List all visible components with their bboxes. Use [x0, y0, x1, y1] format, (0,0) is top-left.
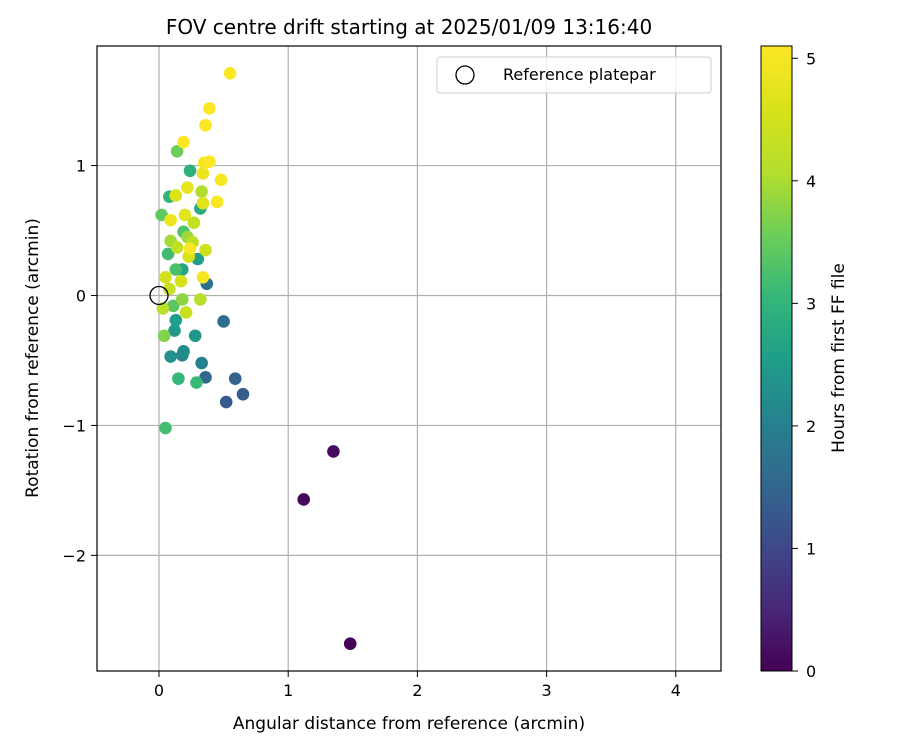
scatter-point — [183, 164, 197, 178]
scatter-point — [210, 195, 224, 209]
scatter-point — [195, 356, 208, 370]
scatter-point — [236, 387, 250, 401]
scatter-point — [179, 306, 193, 319]
x-tick-label: 2 — [412, 681, 422, 700]
x-tick-label: 3 — [541, 681, 551, 700]
scatter-point — [161, 247, 175, 261]
scatter-point — [343, 637, 357, 651]
scatter-point — [177, 135, 190, 149]
x-tick-label: 0 — [154, 681, 164, 700]
y-axis-label: Rotation from reference (arcmin) — [23, 218, 43, 498]
scatter-point — [169, 263, 183, 276]
scatter-point — [219, 395, 233, 409]
colorbar-tick-label: 4 — [806, 172, 816, 191]
scatter-point — [203, 155, 216, 168]
scatter-point — [159, 421, 172, 435]
legend-open-circle-icon — [455, 65, 475, 85]
scatter-point — [169, 189, 183, 202]
x-axis-ticks: 0 1 2 3 4 — [154, 671, 681, 700]
x-tick-label: 1 — [283, 681, 293, 700]
scatter-point — [187, 216, 201, 230]
scatter-point — [169, 313, 183, 327]
scatter-point — [164, 213, 177, 227]
y-tick-label: 0 — [76, 286, 86, 305]
scatter-point — [156, 302, 170, 315]
reference-layer — [149, 285, 169, 306]
plot-frame — [96, 45, 722, 672]
scatter-point — [217, 315, 230, 328]
chart-title: FOV centre drift starting at 2025/01/09 … — [166, 15, 652, 39]
scatter-point — [199, 243, 212, 257]
scatter-point — [214, 173, 228, 187]
scatter-point — [172, 372, 185, 385]
legend-box — [436, 56, 712, 94]
scatter-point — [223, 66, 237, 80]
scatter-point — [166, 299, 180, 313]
scatter-point — [170, 144, 184, 158]
scatter-point — [164, 350, 177, 363]
colorbar-tick-label: 0 — [806, 662, 816, 681]
scatter-point — [175, 293, 189, 306]
legend-label: Reference platepar — [503, 65, 656, 84]
legend: Reference platepar — [436, 56, 712, 94]
scatter-point — [174, 274, 188, 288]
y-axis-ticks: −2 −1 0 1 — [62, 157, 97, 565]
colorbar-tick-label: 3 — [806, 294, 816, 313]
scatter-point — [228, 372, 242, 385]
scatter-point — [297, 493, 311, 506]
y-tick-label: 1 — [76, 157, 86, 176]
y-tick-label: −1 — [62, 416, 86, 435]
scatter-point — [190, 376, 203, 389]
scatter-point — [177, 345, 190, 358]
grid-lines — [97, 46, 721, 671]
scatter-point — [178, 208, 192, 222]
scatter-point — [196, 270, 210, 284]
x-axis-label: Angular distance from reference (arcmin) — [233, 714, 585, 734]
scatter-point — [196, 167, 210, 180]
scatter-point — [159, 270, 172, 284]
scatter-point — [188, 329, 202, 343]
scatter-point — [196, 196, 210, 210]
scatter-point — [194, 293, 207, 306]
scatter-point — [195, 185, 208, 198]
colorbar-tick-label: 2 — [806, 417, 816, 436]
scatter-point — [181, 181, 194, 194]
scatter-point — [168, 324, 181, 337]
scatter-point — [163, 282, 176, 296]
scatter-point — [327, 445, 340, 458]
scatter-points — [155, 66, 357, 651]
colorbar-label: Hours from first FF file — [829, 263, 849, 453]
colorbar-tick-label: 1 — [806, 539, 816, 558]
scatter-point — [183, 242, 197, 256]
scatter-point — [199, 118, 212, 132]
scatter-point — [203, 102, 216, 115]
colorbar-ticks: 0 1 2 3 4 5 — [792, 49, 816, 681]
y-tick-label: −2 — [62, 546, 86, 565]
scatter-point — [170, 241, 184, 254]
scatter-point — [157, 329, 171, 343]
reference-platepar-marker — [149, 285, 169, 306]
colorbar-tick-label: 5 — [806, 49, 816, 68]
x-tick-label: 4 — [671, 681, 681, 700]
colorbar — [760, 45, 793, 672]
